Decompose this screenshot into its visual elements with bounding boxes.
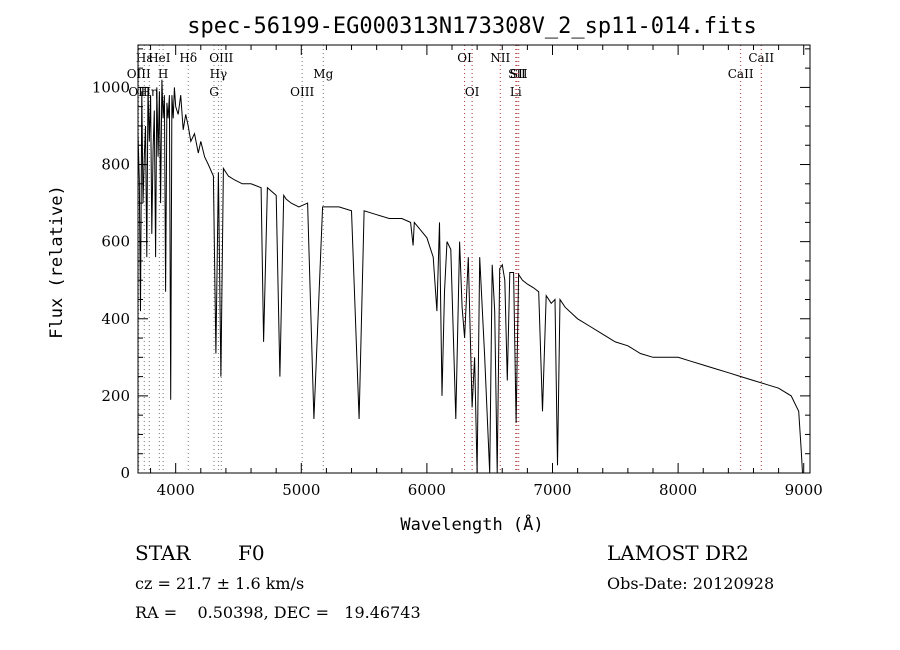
spectral-line-label: CaII xyxy=(728,67,754,81)
y-tick-label: 800 xyxy=(101,156,130,174)
spectral-line-label: H xyxy=(158,67,168,81)
redshift-text: cz = 21.7 ± 1.6 km/s xyxy=(135,574,305,593)
spectral-line-label: OI xyxy=(465,85,480,99)
x-tick-label: 6000 xyxy=(408,481,446,499)
spectral-line-label: SII xyxy=(508,67,526,81)
y-tick-label: 400 xyxy=(101,310,130,328)
y-tick-label: 1000 xyxy=(92,78,130,96)
spectral-line-label: Hη xyxy=(140,85,158,99)
spectral-line-label: HeI xyxy=(148,51,171,65)
object-subclass: F0 xyxy=(238,541,265,565)
chart-title: spec-56199-EG000313N173308V_2_sp11-014.f… xyxy=(187,14,757,39)
y-tick-label: 200 xyxy=(101,387,130,405)
x-tick-label: 7000 xyxy=(533,481,571,499)
y-tick-label: 600 xyxy=(101,233,130,251)
spectral-line-label: OIII xyxy=(290,85,314,99)
survey-name: LAMOST DR2 xyxy=(607,541,749,565)
x-tick-label: 8000 xyxy=(659,481,697,499)
y-axis: 0 200 400 600 800 1000 xyxy=(92,48,810,482)
plot-frame xyxy=(137,44,811,474)
x-tick-label: 5000 xyxy=(282,481,320,499)
spectral-line-label: OI xyxy=(457,51,472,65)
spectral-line-markers: HεHOIIHeIOIIIHηHδHγGOIIIMgOIIINIISIIOIOI… xyxy=(127,45,774,473)
y-tick-label: 0 xyxy=(120,464,130,482)
spectral-line-label: OIII xyxy=(209,51,233,65)
observation-date: Obs-Date: 20120928 xyxy=(607,574,775,593)
x-tick-label: 4000 xyxy=(157,481,195,499)
object-class: STAR xyxy=(135,541,191,565)
spectral-line-label: Hγ xyxy=(210,67,228,81)
spectral-line-label: CaII xyxy=(748,51,774,65)
y-axis-label: Flux (relative) xyxy=(47,185,67,339)
spectral-line-label: OIII xyxy=(127,67,151,81)
spectral-line-label: NII xyxy=(490,51,510,65)
spectral-line-label: Mg xyxy=(313,67,333,81)
spectral-line-label: Hε xyxy=(136,51,153,65)
flux-series-line xyxy=(137,79,804,474)
spectral-line-label: Hδ xyxy=(179,51,197,65)
spectral-line-label: Li xyxy=(510,85,522,99)
spectral-line-label: SII xyxy=(510,67,528,81)
coordinates-text: RA = 0.50398, DEC = 19.46743 xyxy=(135,603,421,622)
x-tick-label: 9000 xyxy=(785,481,823,499)
spectral-line-label: G xyxy=(209,85,219,99)
x-axis: 4000 5000 6000 7000 8000 9000 xyxy=(150,45,823,499)
x-axis-label: Wavelength (Å) xyxy=(400,513,543,535)
